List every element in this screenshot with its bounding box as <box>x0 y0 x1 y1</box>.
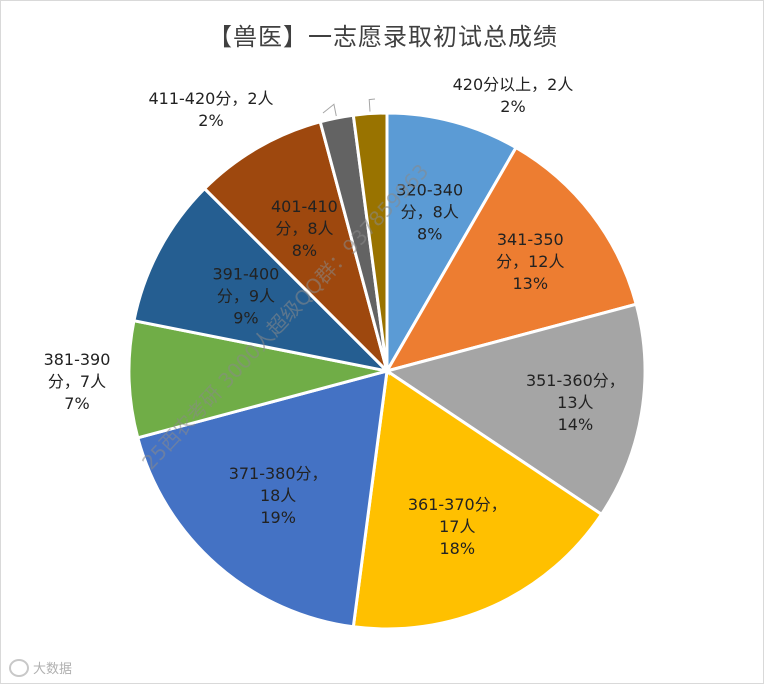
slice-label-line: 18人 <box>260 486 296 505</box>
slice-label-line: 7% <box>64 394 89 413</box>
pie-slice <box>383 302 647 517</box>
slice-label-line: 分，9人 <box>217 287 275 306</box>
slice-label-line: 371-380分， <box>229 464 328 483</box>
slice-label-line: 381-390 <box>44 350 111 369</box>
footer-logo: 大数据 <box>9 658 72 677</box>
slice-label-line: 13人 <box>557 393 593 412</box>
pie-slice <box>135 368 389 629</box>
pie-slice <box>351 111 389 372</box>
slice-label-line: 18% <box>439 539 475 558</box>
slice-label-line: 13% <box>512 274 548 293</box>
slice-label-line: 9% <box>233 309 258 328</box>
chart-title: 【兽医】一志愿录取初试总成绩 <box>208 23 558 51</box>
slice-label: 351-360分， 13人 14% <box>526 371 625 434</box>
slice-label-line: 分，8人 <box>275 219 333 238</box>
pie-slice <box>202 119 390 377</box>
slice-label-line: 391-400 <box>212 265 279 284</box>
pie-slice <box>383 145 639 374</box>
slice-label-line: 分，8人 <box>401 203 459 222</box>
slice-label-line: 14% <box>558 415 594 434</box>
leader-line <box>322 103 337 117</box>
slice-label-line: 17人 <box>439 517 475 536</box>
slice-label-line: 8% <box>292 241 317 260</box>
slice-label-line: 分，7人 <box>48 372 106 391</box>
slice-label-line: 420分以上，2人 <box>453 75 574 94</box>
slice-label-line: 401-410 <box>271 197 338 216</box>
logo-icon <box>9 658 29 677</box>
slice-label: 381-390 分，7人 7% <box>44 350 111 413</box>
leader-line <box>368 98 376 112</box>
slice-label-line: 341-350 <box>497 230 564 249</box>
slice-label: 411-420分，2人 2% <box>148 89 273 130</box>
slice-label-line: 320-340 <box>396 181 463 200</box>
slice-label: 420分以上，2人 2% <box>453 75 574 116</box>
slice-label: 401-410 分，8人 8% <box>271 197 338 260</box>
pie-slice <box>385 111 519 377</box>
pie-slice <box>351 368 604 631</box>
slice-label-line: 351-360分， <box>526 371 625 390</box>
slice-label-line: 分，12人 <box>496 252 564 271</box>
slice-label: 341-350 分，12人 13% <box>496 230 564 293</box>
slice-label: 391-400 分，9人 9% <box>212 265 279 328</box>
pie-slice <box>127 318 388 440</box>
slice-label-line: 19% <box>260 508 296 527</box>
pie-slice <box>132 186 392 374</box>
slice-label: 361-370分， 17人 18% <box>408 495 507 558</box>
slice-label: 320-340 分，8人 8% <box>396 181 463 244</box>
slice-label-line: 2% <box>500 97 525 116</box>
slice-label-line: 8% <box>417 225 442 244</box>
slice-label-line: 361-370分， <box>408 495 507 514</box>
slice-label-line: 411-420分，2人 <box>148 89 273 108</box>
footer-logo-text: 大数据 <box>33 662 73 677</box>
slice-label-line: 2% <box>198 111 223 130</box>
slice-label: 371-380分， 18人 19% <box>229 464 328 527</box>
